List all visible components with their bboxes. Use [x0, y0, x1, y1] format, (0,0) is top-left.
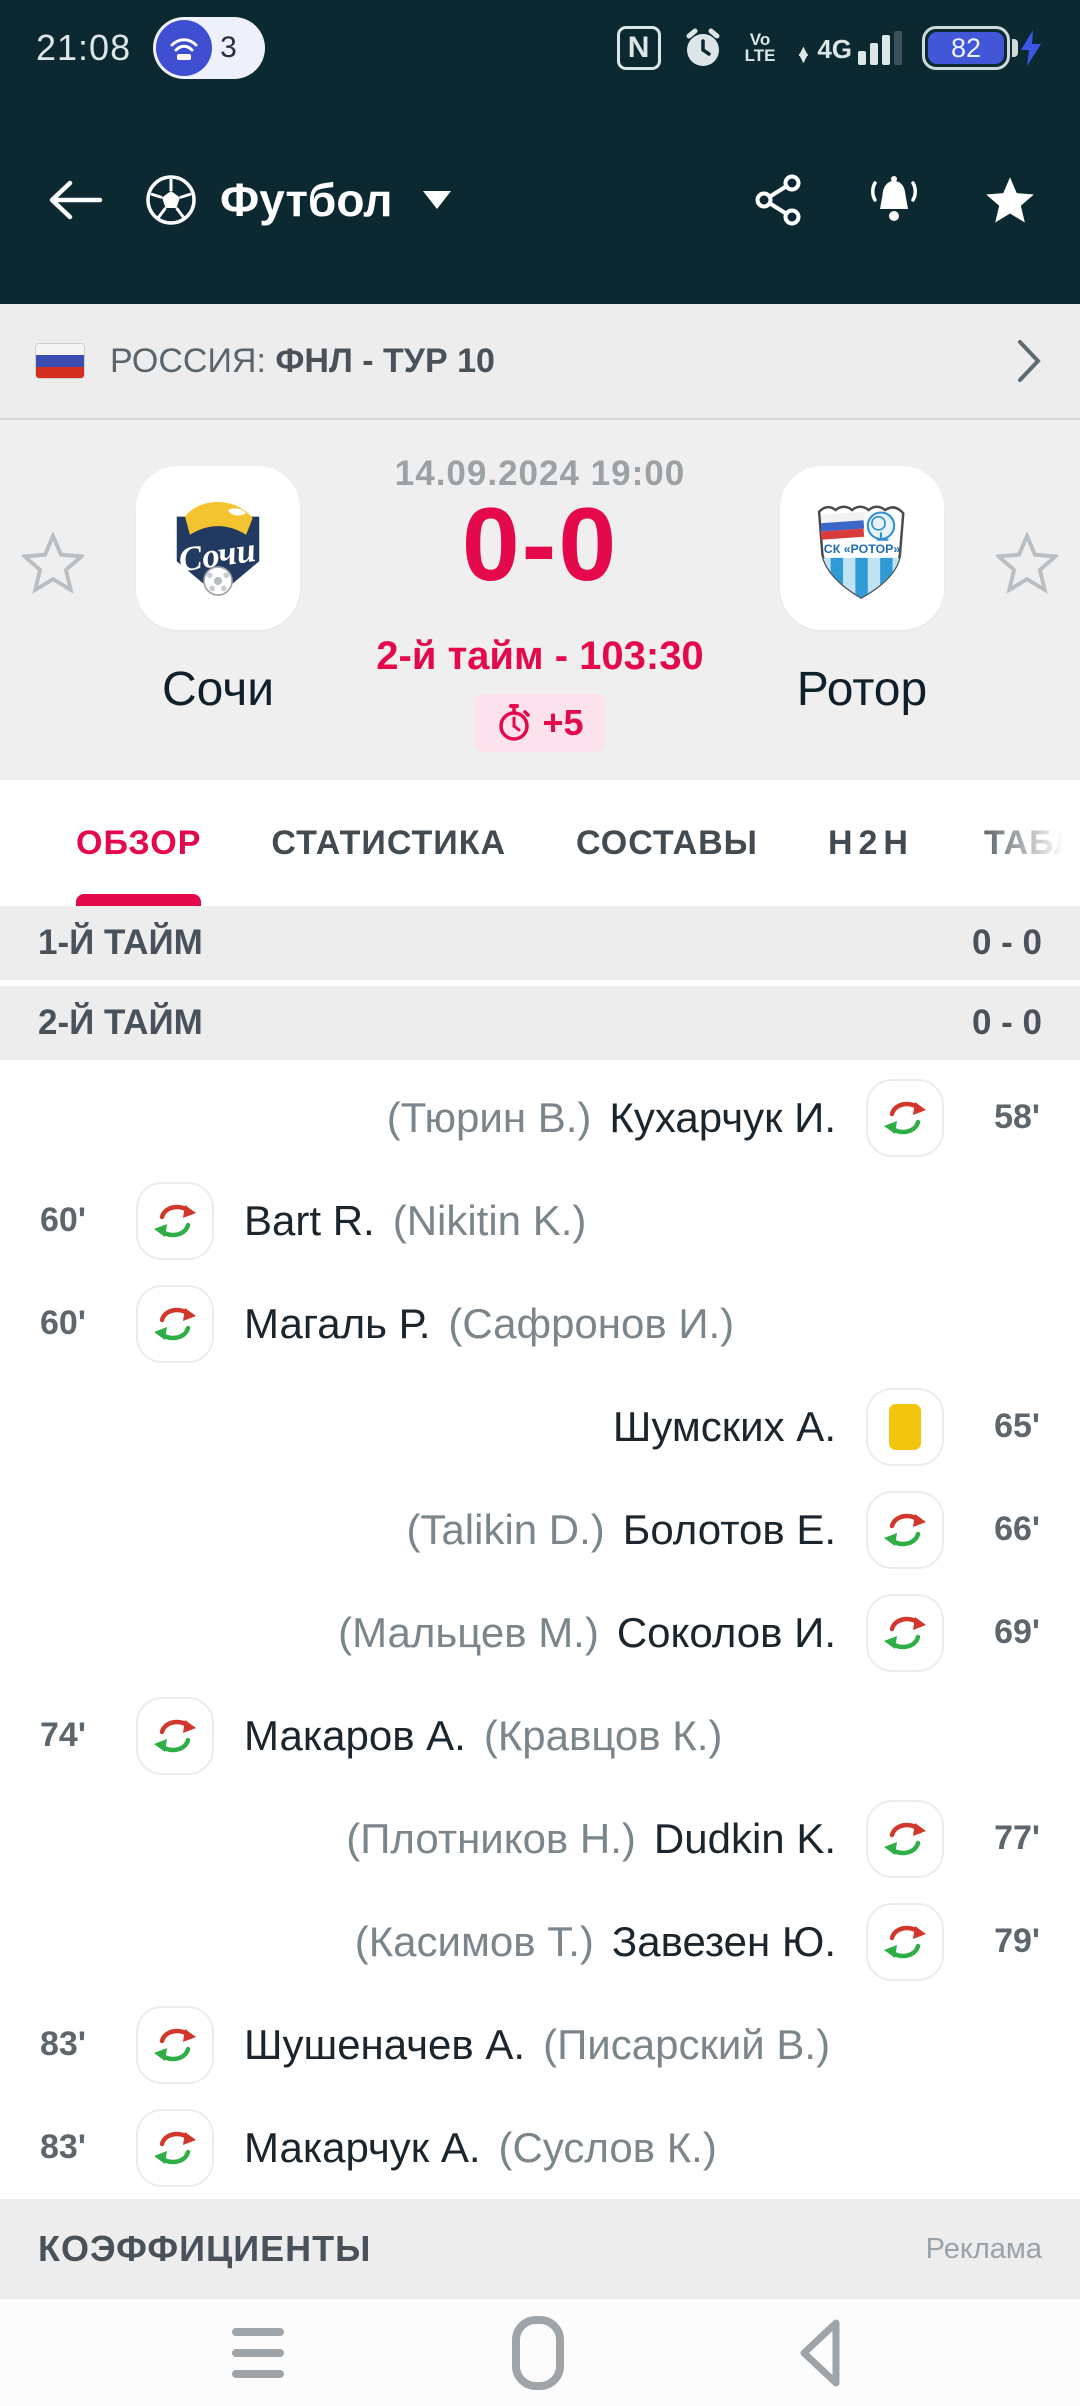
tab-lineups[interactable]: СОСТАВЫ — [576, 823, 758, 862]
substitution-icon — [136, 1284, 214, 1363]
event-row: 83' Шушеначев А. (Писарский В.) — [0, 1993, 1080, 2096]
home-icon — [512, 2315, 564, 2390]
home-team-name: Сочи — [161, 663, 275, 716]
tab-overview[interactable]: ОБЗОР — [76, 780, 202, 906]
substitution-icon — [866, 1078, 944, 1157]
period-row-first-half: 1-Й ТАЙМ 0 - 0 — [0, 906, 1080, 980]
battery-icon: 82 — [922, 26, 1044, 70]
event-row: 60' Bart R. (Nikitin K.) — [0, 1169, 1080, 1272]
event-row: (Тюрин В.) Кухарчук И. 58' — [0, 1066, 1080, 1169]
status-clock: 21:08 — [36, 27, 132, 68]
event-row: (Плотников Н.) Dudkin K. 77' — [0, 1787, 1080, 1890]
substitution-icon — [136, 2005, 214, 2084]
yellow-card-icon — [866, 1387, 944, 1466]
tab-h2h[interactable]: H2H — [827, 823, 914, 862]
period-label: 1-Й ТАЙМ — [38, 923, 203, 962]
favorite-star-button[interactable] — [984, 174, 1036, 226]
back-nav-button[interactable] — [792, 2315, 848, 2391]
alarm-icon — [681, 26, 725, 70]
share-button[interactable] — [754, 174, 804, 226]
period-score: 0 - 0 — [971, 923, 1042, 962]
away-team-name: Ротор — [796, 663, 928, 716]
away-team-logo[interactable]: СК «РОТОР» — [780, 466, 944, 630]
breadcrumb-label: РОССИЯ: ФНЛ - ТУР 10 — [110, 341, 495, 380]
period-score: 0 - 0 — [971, 1003, 1042, 1042]
back-triangle-icon — [800, 2319, 840, 2386]
event-row: 60' Магаль Р. (Сафронов И.) — [0, 1272, 1080, 1375]
recent-apps-button[interactable] — [232, 2327, 284, 2378]
event-row: 74' Макаров А. (Кравцов К.) — [0, 1684, 1080, 1787]
notifications-bell-button[interactable] — [866, 173, 922, 227]
sport-selector[interactable]: Футбол — [144, 173, 451, 227]
status-bar: 21:08 3 N Vo LTE — [0, 0, 1080, 96]
substitution-icon — [866, 1902, 944, 1981]
match-score: 0-0 — [461, 487, 619, 603]
odds-title: КОЭФФИЦИЕНТЫ — [38, 2228, 372, 2269]
top-bar-area: 21:08 3 N Vo LTE — [0, 0, 1080, 304]
android-nav-bar — [0, 2299, 1080, 2406]
signal-4g-icon: ▲ ▼ 4G — [795, 31, 902, 67]
substitution-icon — [866, 1799, 944, 1878]
ad-label: Реклама — [925, 2232, 1042, 2265]
battery-percent: 82 — [928, 32, 1004, 64]
back-button[interactable] — [44, 176, 106, 224]
event-row: (Касимов Т.) Завезен Ю. 79' — [0, 1890, 1080, 1993]
event-row: 83' Макарчук А. (Суслов К.) — [0, 2096, 1080, 2199]
period-label: 2-Й ТАЙМ — [38, 1003, 203, 1042]
tab-statistics[interactable]: СТАТИСТИКА — [271, 823, 507, 862]
app-bar: Футбол — [0, 96, 1080, 304]
home-team-logo[interactable]: Сочи — [136, 466, 300, 630]
substitution-icon — [866, 1593, 944, 1672]
home-button[interactable] — [512, 2315, 564, 2390]
wifi-notification-pill: 3 — [153, 17, 266, 79]
match-header: 14.09.2024 19:00 Сочи — [0, 420, 1080, 780]
nfc-icon: N — [616, 26, 661, 70]
substitution-icon — [136, 1696, 214, 1775]
stopwatch-icon — [499, 704, 531, 741]
wifi-icon — [156, 20, 213, 76]
match-datetime: 14.09.2024 19:00 — [394, 454, 686, 493]
notification-count: 3 — [220, 31, 237, 64]
league-breadcrumb[interactable]: РОССИЯ: ФНЛ - ТУР 10 — [0, 304, 1080, 420]
substitution-icon — [866, 1490, 944, 1569]
event-row: (Talikin D.) Болотов Е. 66' — [0, 1478, 1080, 1581]
volte-icon: Vo LTE — [744, 30, 776, 65]
event-row: Шумских А. 65' — [0, 1375, 1080, 1478]
page-title: Футбол — [220, 174, 393, 226]
chevron-down-icon — [422, 191, 451, 209]
svg-text:СК «РОТОР»: СК «РОТОР» — [824, 542, 901, 556]
chevron-right-icon — [1014, 338, 1044, 384]
event-row: (Мальцев М.) Соколов И. 69' — [0, 1581, 1080, 1684]
tab-table[interactable]: ТАБЛИЦА — [983, 823, 1080, 862]
charging-bolt-icon — [1021, 30, 1041, 66]
odds-section-header: КОЭФФИЦИЕНТЫ Реклама — [0, 2199, 1080, 2299]
substitution-icon — [136, 2108, 214, 2187]
menu-icon — [232, 2327, 284, 2378]
period-row-second-half: 2-Й ТАЙМ 0 - 0 — [0, 986, 1080, 1060]
soccer-ball-icon — [146, 175, 196, 225]
substitution-icon — [136, 1181, 214, 1260]
match-status: 2-й тайм - 103:30 — [376, 634, 704, 678]
match-events-list: (Тюрин В.) Кухарчук И. 58' 60' Bart R. (… — [0, 1066, 1080, 2199]
tab-bar: ОБЗОР СТАТИСТИКА СОСТАВЫ H2H ТАБЛИЦА — [0, 780, 1080, 906]
russia-flag-icon — [36, 344, 84, 378]
added-time-badge: +5 — [474, 694, 606, 752]
